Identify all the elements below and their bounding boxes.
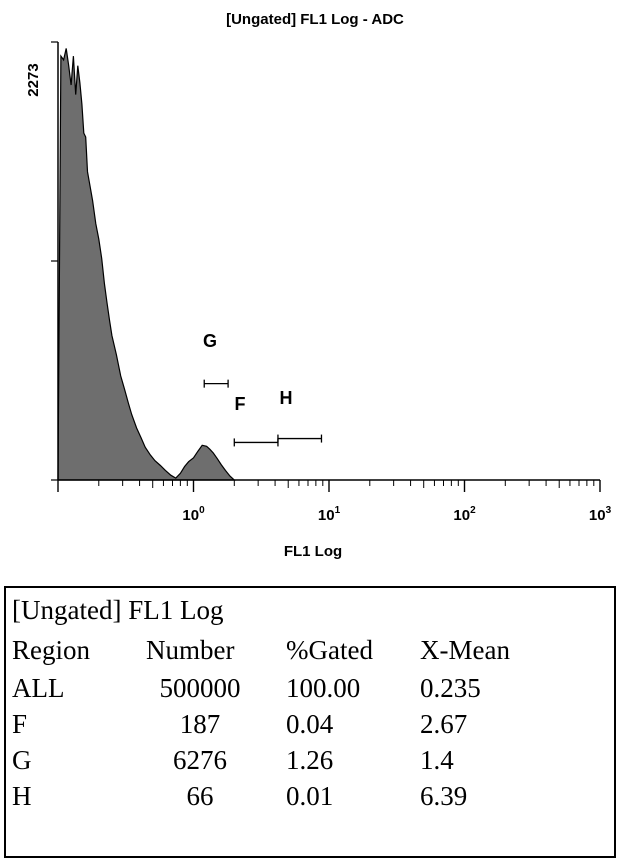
row-all-gated: 100.00 <box>286 673 361 703</box>
row-all-number: 500000 <box>159 673 241 703</box>
row-g-number: 6276 <box>173 745 227 775</box>
histogram-chart: [Ungated] FL1 Log - ADC 100 101 102 103 G F H … <box>25 11 612 560</box>
row-h-number: 66 <box>186 781 214 811</box>
histogram-area <box>57 48 236 481</box>
stats-table: [Ungated] FL1 Log Region Number %Gated X… <box>4 586 616 858</box>
plot-area: 100 101 102 103 G F H <box>51 41 612 524</box>
x-tick-label-2: 102 <box>453 505 476 524</box>
y-tick-label-max: 2273 <box>25 63 42 96</box>
row-f-gated: 0.04 <box>286 709 334 739</box>
chart-title: [Ungated] FL1 Log - ADC <box>226 11 404 28</box>
x-tick-label-0: 100 <box>182 505 205 524</box>
row-all-xmean: 0.235 <box>420 673 481 703</box>
header-number: Number <box>146 635 235 665</box>
row-h-gated: 0.01 <box>286 781 334 811</box>
row-h-xmean: 6.39 <box>420 781 468 811</box>
row-h-region: H <box>12 781 32 811</box>
row-f-region: F <box>12 709 28 739</box>
x-axis-label: FL1 Log <box>284 543 342 560</box>
row-g-region: G <box>12 745 32 775</box>
header-xmean: X-Mean <box>420 635 510 665</box>
region-g-label: G <box>203 331 217 351</box>
header-region: Region <box>12 635 90 665</box>
row-all-region: ALL <box>12 673 65 703</box>
x-tick-label-1: 101 <box>318 505 341 524</box>
row-g-xmean: 1.4 <box>420 745 454 775</box>
region-h-label: H <box>280 388 293 408</box>
stats-table-title: [Ungated] FL1 Log <box>12 595 224 625</box>
row-f-number: 187 <box>179 709 221 739</box>
header-gated: %Gated <box>286 635 373 665</box>
row-g-gated: 1.26 <box>286 745 334 775</box>
row-f-xmean: 2.67 <box>420 709 468 739</box>
x-tick-label-3: 103 <box>589 505 612 524</box>
region-f-label: F <box>235 394 246 414</box>
